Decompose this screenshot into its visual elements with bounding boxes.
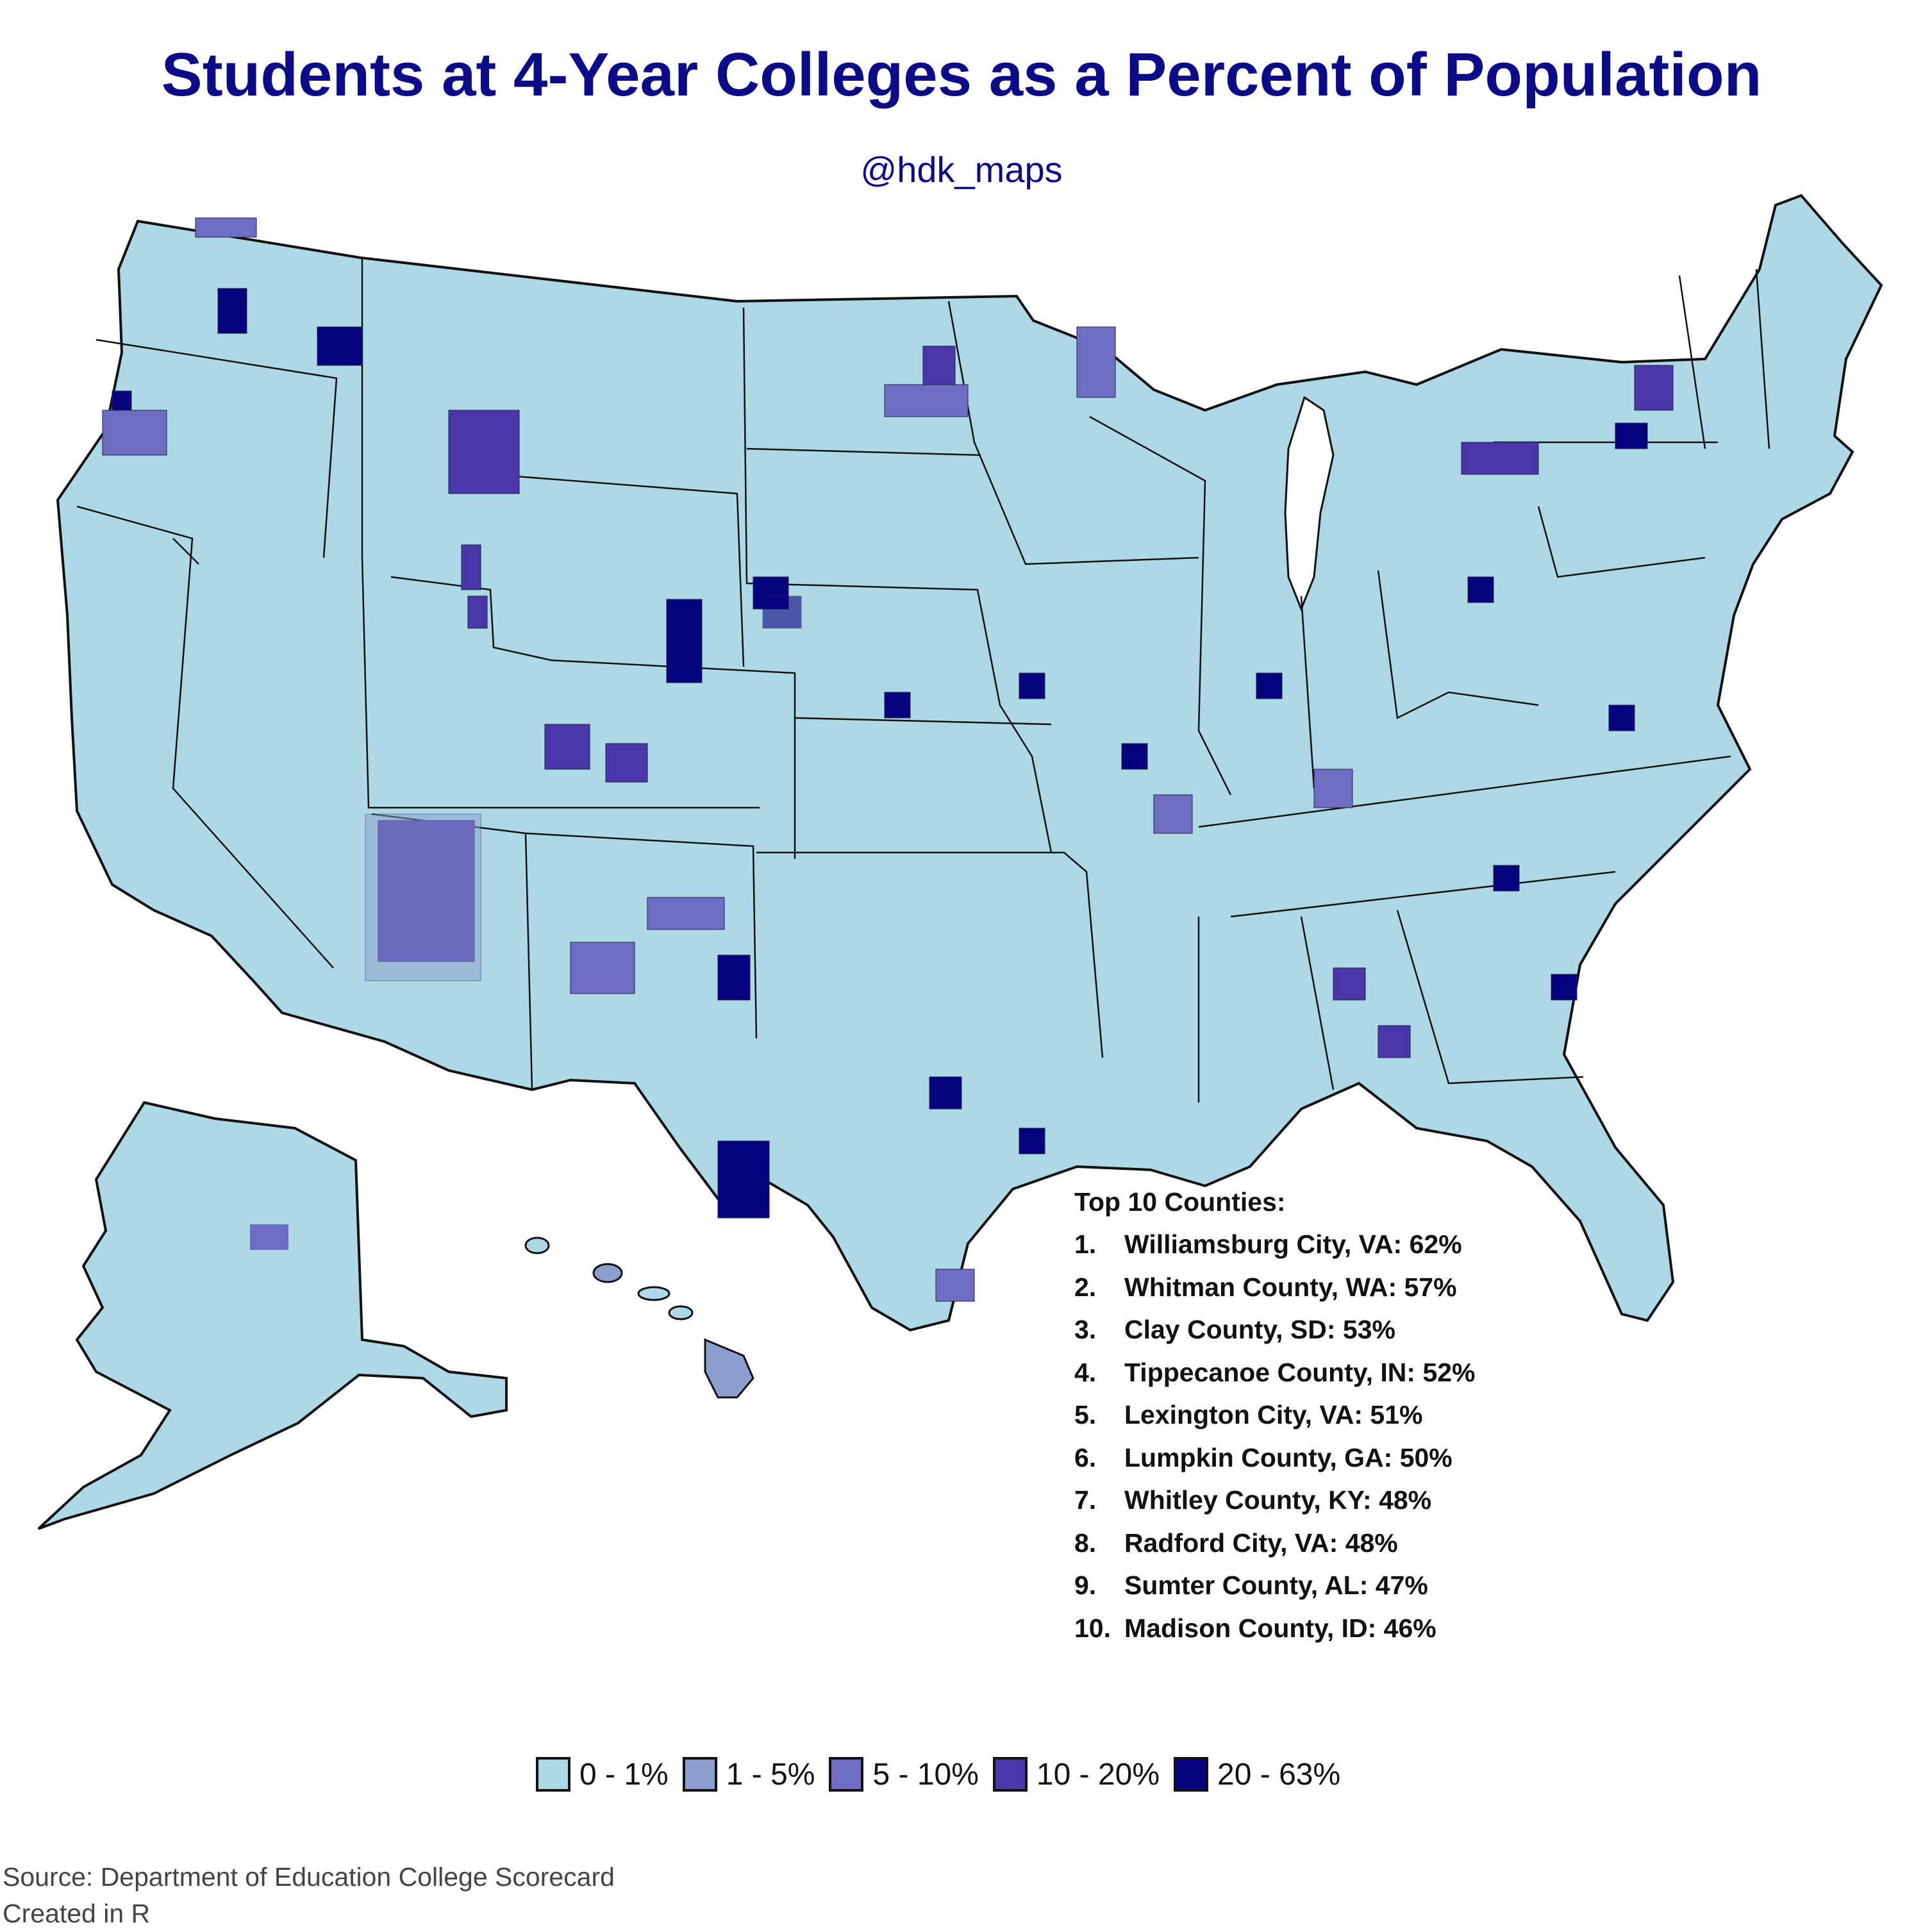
top-county-text: Sumter County, AL: 47% (1124, 1570, 1428, 1600)
legend-item: 1 - 5% (682, 1757, 815, 1792)
map-title: Students at 4-Year Colleges as a Percent… (161, 40, 1762, 109)
legend-swatch (1174, 1757, 1209, 1792)
legend-swatch (992, 1757, 1028, 1792)
source-note: Source: Department of Education College … (3, 1859, 615, 1932)
top-county-row: 4. Tippecanoe County, IN: 52% (1074, 1351, 1476, 1394)
top-county-row: 9. Sumter County, AL: 47% (1074, 1564, 1476, 1607)
top-county-text: Lexington City, VA: 51% (1124, 1400, 1423, 1429)
legend-item: 5 - 10% (829, 1757, 979, 1792)
top-county-row: 8. Radford City, VA: 48% (1074, 1522, 1476, 1565)
top-county-rank: 6. (1074, 1442, 1097, 1472)
top-county-rank: 7. (1074, 1485, 1097, 1515)
top-county-text: Whitman County, WA: 57% (1124, 1272, 1457, 1302)
legend-item: 20 - 63% (1174, 1757, 1340, 1792)
top-county-rank: 9. (1074, 1570, 1097, 1600)
legend-swatch (682, 1757, 717, 1792)
top-county-text: Clay County, SD: 53% (1124, 1315, 1395, 1344)
top-county-row: 10. Madison County, ID: 46% (1074, 1607, 1476, 1650)
top-county-rank: 2. (1074, 1272, 1097, 1302)
top-county-rank: 5. (1074, 1400, 1097, 1429)
legend-label: 1 - 5% (726, 1757, 815, 1792)
legend-label: 20 - 63% (1217, 1757, 1341, 1792)
hawaii-shape (524, 1237, 754, 1399)
legend-item: 10 - 20% (992, 1757, 1160, 1792)
top-county-row: 2. Whitman County, WA: 57% (1074, 1266, 1476, 1309)
top-counties-list: Top 10 Counties: 1. Williamsburg City, VA… (1074, 1181, 1476, 1649)
lake-michigan (1284, 396, 1335, 612)
top-county-text: Tippecanoe County, IN: 52% (1124, 1357, 1476, 1387)
top-county-rank: 10. (1074, 1613, 1111, 1643)
alaska-county (250, 1224, 288, 1250)
top-county-text: Radford City, VA: 48% (1124, 1528, 1398, 1558)
county-shading (102, 217, 1674, 1302)
top-county-row: 5. Lexington City, VA: 51% (1074, 1394, 1476, 1437)
legend-label: 10 - 20% (1036, 1757, 1160, 1792)
state-borders (76, 258, 1770, 1103)
legend-label: 5 - 10% (872, 1757, 979, 1792)
top-county-rank: 3. (1074, 1315, 1097, 1344)
top-county-text: Whitley County, KY: 48% (1124, 1485, 1432, 1515)
top-county-row: 3. Clay County, SD: 53% (1074, 1308, 1476, 1351)
top-county-text: Williamsburg City, VA: 62% (1124, 1229, 1462, 1259)
top-county-text: Madison County, ID: 46% (1124, 1613, 1436, 1643)
top-county-rank: 1. (1074, 1229, 1097, 1259)
top-county-row: 1. Williamsburg City, VA: 62% (1074, 1223, 1476, 1266)
top-county-text: Lumpkin County, GA: 50% (1124, 1442, 1453, 1472)
legend-label: 0 - 1% (579, 1757, 669, 1792)
top-counties-heading: Top 10 Counties: (1074, 1187, 1286, 1217)
legend-item: 0 - 1% (536, 1757, 669, 1792)
created-line: Created in R (3, 1899, 151, 1928)
alaska-shape (37, 1101, 508, 1530)
legend-swatch (536, 1757, 570, 1792)
legend-swatch (829, 1757, 864, 1792)
top-county-row: 7. Whitley County, KY: 48% (1074, 1479, 1476, 1522)
top-county-rank: 8. (1074, 1528, 1097, 1558)
source-line: Source: Department of Education College … (3, 1862, 615, 1892)
map-subtitle: @hdk_maps (860, 149, 1063, 190)
top-county-rank: 4. (1074, 1357, 1097, 1387)
map-legend: 0 - 1% 1 - 5% 5 - 10% 10 - 20% 20 - 63% (536, 1755, 1354, 1794)
top-county-row: 6. Lumpkin County, GA: 50% (1074, 1437, 1476, 1479)
